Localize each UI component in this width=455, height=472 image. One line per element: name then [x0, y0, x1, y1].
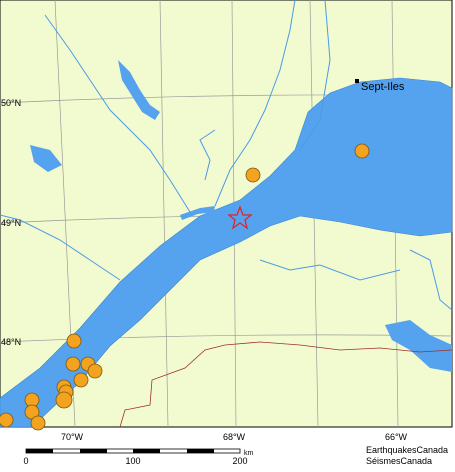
- city-marker: [355, 79, 359, 83]
- estuary: [0, 77, 453, 428]
- lat-label: 49°N: [1, 218, 21, 228]
- city-label: Sept-Iles: [361, 81, 405, 93]
- credit: SéismesCanada: [366, 456, 432, 466]
- epicentre-star: [227, 205, 253, 230]
- earthquakes: [0, 143, 370, 431]
- lon-label: 68°W: [223, 432, 246, 442]
- fjord: [180, 206, 215, 220]
- scale-label: 200: [232, 456, 247, 466]
- boundary: [119, 341, 453, 428]
- lat-label: 48°N: [1, 337, 21, 347]
- scale-label: 100: [125, 456, 140, 466]
- scale-label: 0: [23, 456, 28, 466]
- rivers: [0, 0, 453, 311]
- credit: EarthquakesCanada: [366, 445, 448, 455]
- reservoir: [118, 60, 160, 120]
- lake-west: [30, 145, 62, 172]
- lon-label: 66°W: [385, 432, 408, 442]
- lat-label: 50°N: [1, 98, 21, 108]
- lake: [385, 320, 452, 372]
- lon-label: 70°W: [61, 432, 84, 442]
- scale-unit: km: [244, 450, 254, 457]
- scale-bar: [25, 448, 241, 454]
